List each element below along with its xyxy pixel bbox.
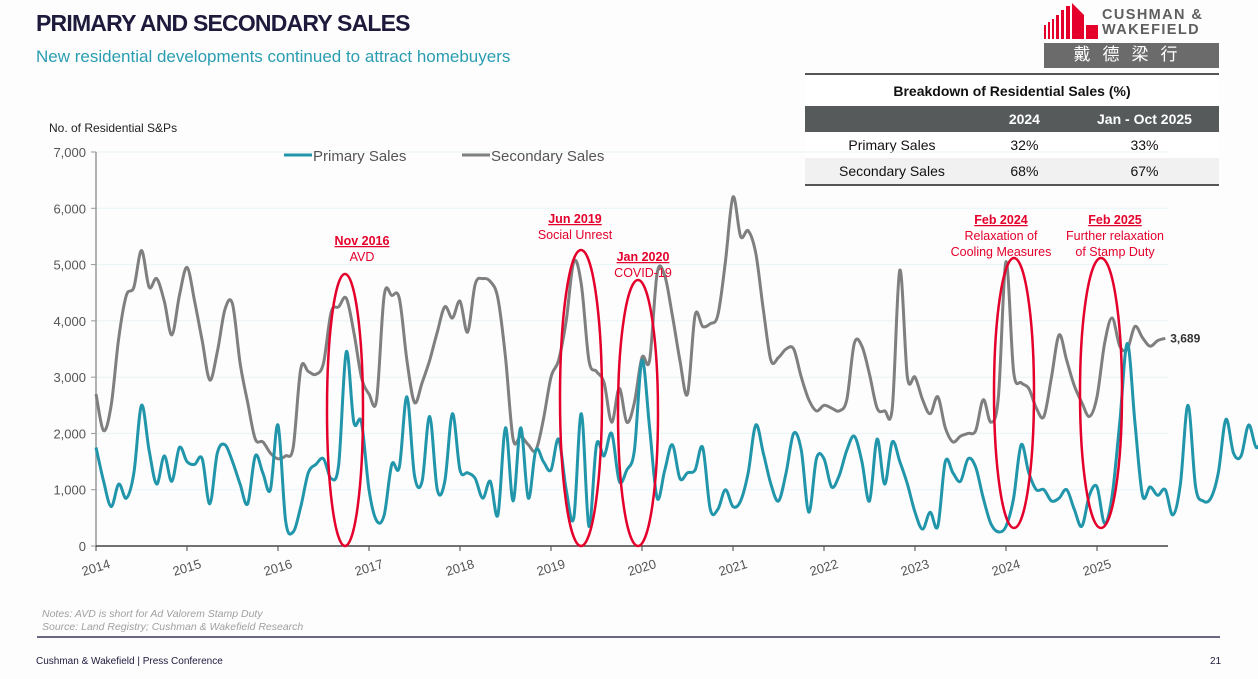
breakdown-row-secondary: Secondary Sales 68% 67%	[805, 158, 1219, 185]
breakdown-table: Breakdown of Residential Sales (%) 2024 …	[805, 73, 1219, 186]
building-logo-icon	[1044, 3, 1098, 39]
annotation-text: Relaxation of Cooling Measures	[951, 229, 1052, 259]
x-tick-label: 2014	[80, 556, 112, 579]
y-tick-label: 3,000	[53, 370, 86, 385]
x-tick-label: 2015	[171, 556, 203, 579]
annotation-ellipse	[992, 256, 1036, 530]
footer-text: Cushman & Wakefield | Press Conference	[36, 656, 223, 667]
legend-label-primary: Primary Sales	[313, 148, 406, 165]
logo-chinese: 戴德梁行	[1044, 43, 1219, 68]
breakdown-col-header-2025: Jan - Oct 2025	[1069, 106, 1219, 132]
x-tick-label: 2019	[535, 556, 567, 579]
annotation-text: Further relaxation of Stamp Duty	[1066, 229, 1164, 259]
annotation-date: Jan 2020	[617, 250, 670, 264]
annotation-date: Feb 2025	[1088, 213, 1142, 227]
x-tick-label: 2016	[262, 556, 294, 579]
annotation-date: Jun 2019	[548, 212, 602, 226]
sales-line-chart: 0 1,000 2,000 3,000 4,000 5,000 6,000 7,000 2014…	[49, 121, 1258, 579]
annotation-text: COVID-19	[614, 266, 672, 280]
footer-divider	[37, 636, 1220, 638]
secondary-end-label: 3,689	[1170, 331, 1200, 345]
page-subtitle: New residential developments continued t…	[36, 47, 511, 66]
secondary-sales-line	[94, 195, 1166, 461]
annotation-text: AVD	[350, 250, 375, 264]
y-tick-label: 4,000	[53, 314, 86, 329]
breakdown-cell: 68%	[978, 158, 1070, 185]
page-title: PRIMARY AND SECONDARY SALES	[36, 10, 411, 36]
x-tick-label: 2025	[1081, 556, 1113, 579]
y-tick-label: 5,000	[53, 258, 86, 273]
x-tick-label: 2021	[717, 556, 749, 579]
breakdown-row-label: Primary Sales	[805, 132, 979, 158]
x-tick-label: 2024	[990, 556, 1022, 579]
annotation-date: Nov 2016	[335, 234, 390, 248]
breakdown-col-header-empty	[805, 106, 979, 132]
breakdown-cell: 32%	[978, 132, 1070, 158]
x-tick-label: 2023	[899, 556, 931, 579]
legend-label-secondary: Secondary Sales	[491, 148, 604, 165]
source-text: Source: Land Registry; Cushman & Wakefie…	[42, 621, 304, 633]
breakdown-row-label: Secondary Sales	[805, 158, 979, 185]
y-tick-label: 6,000	[53, 201, 86, 216]
x-tick-label: 2022	[808, 556, 840, 579]
breakdown-table-caption: Breakdown of Residential Sales (%)	[805, 74, 1219, 106]
breakdown-row-primary: Primary Sales 32% 33%	[805, 132, 1219, 158]
breakdown-cell: 67%	[1069, 158, 1219, 185]
annotation-ellipse	[325, 272, 365, 548]
notes-text: Notes: AVD is short for Ad Valorem Stamp…	[42, 608, 263, 620]
breakdown-cell: 33%	[1069, 132, 1219, 158]
x-tick-label: 2017	[353, 556, 385, 579]
annotation-date: Feb 2024	[974, 213, 1028, 227]
y-tick-label: 7,000	[53, 145, 86, 160]
annotation-ellipse	[1078, 256, 1124, 530]
cushman-wakefield-logo: CUSHMAN & WAKEFIELD 戴德梁行	[1044, 3, 1220, 68]
y-tick-label: 2,000	[53, 426, 86, 441]
x-tick-label: 2018	[444, 556, 476, 579]
logo-line-2: WAKEFIELD	[1102, 22, 1200, 38]
breakdown-col-header-2024: 2024	[978, 106, 1070, 132]
annotation-text: Social Unrest	[538, 228, 613, 242]
annotation-ellipse	[616, 278, 660, 548]
y-tick-label: 1,000	[53, 483, 86, 498]
page-number: 21	[1210, 656, 1222, 667]
y-tick-label: 0	[79, 539, 86, 554]
annotation-ellipse	[558, 248, 604, 548]
primary-sales-line	[94, 341, 1258, 536]
y-axis-title: No. of Residential S&Ps	[49, 121, 177, 135]
logo-line-1: CUSHMAN &	[1102, 7, 1204, 23]
x-tick-label: 2020	[626, 556, 658, 579]
legend: Primary Sales Secondary Sales	[284, 148, 604, 165]
